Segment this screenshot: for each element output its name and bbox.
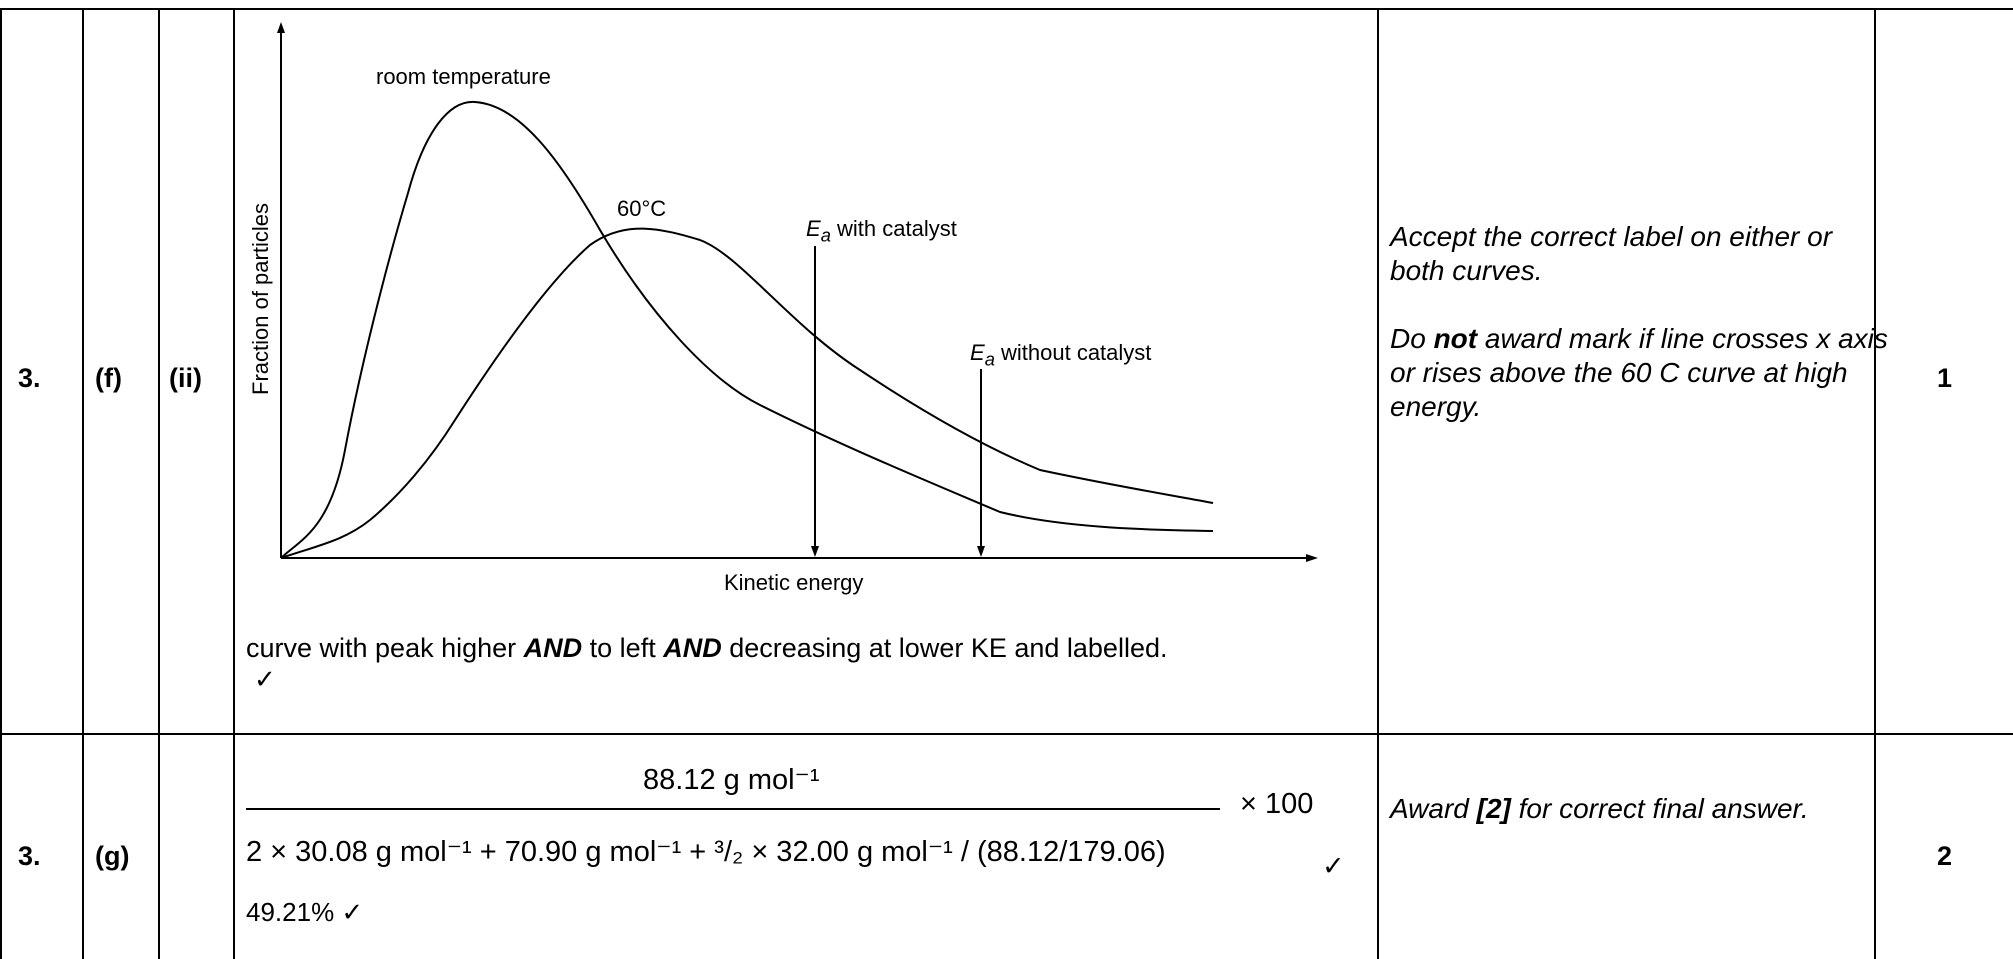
series-label-room-temperature: room temperature xyxy=(376,64,551,89)
question-number: 3. xyxy=(18,363,41,393)
marking-answer: curve with peak higher AND to left AND d… xyxy=(246,633,1167,664)
question-number: 3. xyxy=(18,841,41,871)
note-text: Award xyxy=(1390,793,1477,824)
final-answer: 49.21% ✓ xyxy=(246,897,364,927)
note-emphasis: [2] xyxy=(1476,793,1511,824)
tick-mark: ✓ xyxy=(254,664,276,694)
column-divider xyxy=(158,8,160,959)
column-divider xyxy=(1874,8,1876,959)
fraction-denominator: 2 × 30.08 g mol⁻¹ + 70.90 g mol⁻¹ + ³/₂ … xyxy=(246,836,1166,868)
marks: 2 xyxy=(1936,841,1953,871)
answer-prefix: curve with peak higher xyxy=(246,633,524,663)
fraction-bar xyxy=(246,808,1220,810)
ea-without-catalyst-text: without catalyst xyxy=(994,340,1152,365)
marking-note: Award [2] for correct final answer. xyxy=(1390,792,1890,826)
marking-note: Accept the correct label on either or bo… xyxy=(1390,220,1890,424)
x-axis-arrowhead xyxy=(1306,554,1318,562)
column-divider xyxy=(233,8,235,959)
note-text: award mark if line crosses x axis or ris… xyxy=(1390,323,1888,422)
ea-without-catalyst-label: Ea without catalyst xyxy=(970,340,1151,370)
column-divider xyxy=(82,8,84,959)
question-part: (f) xyxy=(95,363,122,393)
answer-and: AND xyxy=(663,633,722,663)
answer-suffix: decreasing at lower KE and labelled. xyxy=(721,633,1168,663)
question-part: (g) xyxy=(95,841,130,871)
y-axis-label: Fraction of particles xyxy=(248,203,273,395)
table-border-left xyxy=(0,8,2,959)
ea-subscript: a xyxy=(984,348,995,370)
column-divider xyxy=(1377,8,1379,959)
marks: 1 xyxy=(1936,363,1953,393)
ea-subscript: a xyxy=(820,224,831,246)
fraction-numerator: 88.12 g mol⁻¹ xyxy=(643,764,820,796)
ea-without-catalyst-arrowhead xyxy=(977,546,985,557)
ea-with-catalyst-text: with catalyst xyxy=(830,216,957,241)
tick-mark: ✓ xyxy=(1322,851,1345,881)
series-room-temperature-curve xyxy=(280,100,1214,559)
multiply-by-100: × 100 xyxy=(1240,788,1314,820)
note-emphasis: not xyxy=(1433,323,1478,354)
ea-with-catalyst-label: Ea with catalyst xyxy=(806,216,957,246)
table-row-divider xyxy=(0,733,2013,735)
note-text: for correct final answer. xyxy=(1510,793,1809,824)
ea-with-catalyst-arrowhead xyxy=(811,546,819,557)
ea-symbol: E xyxy=(806,216,821,241)
answer-and: AND xyxy=(523,633,583,663)
note-text: Do xyxy=(1390,323,1434,354)
note-do-not-award: Do not award mark if line crosses x axis… xyxy=(1390,322,1890,424)
series-label-60c: 60°C xyxy=(617,196,667,221)
series-60c-curve xyxy=(280,227,1214,559)
answer-mid: to left xyxy=(582,633,664,663)
question-subpart: (ii) xyxy=(169,363,202,393)
ea-symbol: E xyxy=(970,340,985,365)
note-accept-label: Accept the correct label on either or bo… xyxy=(1390,221,1833,286)
table-border-top xyxy=(0,8,2013,10)
y-axis-arrowhead xyxy=(277,22,285,33)
x-axis-label: Kinetic energy xyxy=(724,570,864,595)
